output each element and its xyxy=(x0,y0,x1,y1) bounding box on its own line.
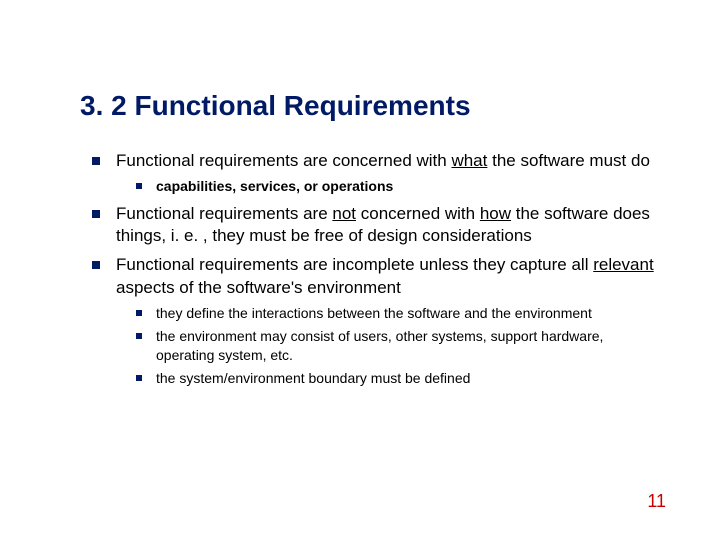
bullet-list-level2: they define the interactions between the… xyxy=(116,304,660,388)
bullet-sub-item: capabilities, services, or operations xyxy=(136,177,660,197)
bullet-sub-item: the environment may consist of users, ot… xyxy=(136,327,660,366)
bullet-item-2: Functional requirements are not concerne… xyxy=(92,203,660,249)
text: concerned with xyxy=(356,204,480,223)
underlined-text: what xyxy=(451,151,487,170)
bullet-item-3: Functional requirements are incomplete u… xyxy=(92,254,660,388)
text: aspects of the software's environment xyxy=(116,278,401,297)
underlined-text: relevant xyxy=(593,255,653,274)
bullet-list-level2: capabilities, services, or operations xyxy=(116,177,660,197)
underlined-text: how xyxy=(480,204,511,223)
bullet-sub-item: they define the interactions between the… xyxy=(136,304,660,324)
underlined-text: not xyxy=(332,204,356,223)
bullet-sub-item: the system/environment boundary must be … xyxy=(136,369,660,389)
text: the software must do xyxy=(487,151,650,170)
slide-title: 3. 2 Functional Requirements xyxy=(80,90,660,122)
text: Functional requirements are incomplete u… xyxy=(116,255,593,274)
slide-content: 3. 2 Functional Requirements Functional … xyxy=(0,0,720,389)
text: Functional requirements are concerned wi… xyxy=(116,151,451,170)
page-number: 11 xyxy=(647,491,666,512)
text: Functional requirements are xyxy=(116,204,332,223)
bullet-list-level1: Functional requirements are concerned wi… xyxy=(80,150,660,389)
bullet-item-1: Functional requirements are concerned wi… xyxy=(92,150,660,197)
